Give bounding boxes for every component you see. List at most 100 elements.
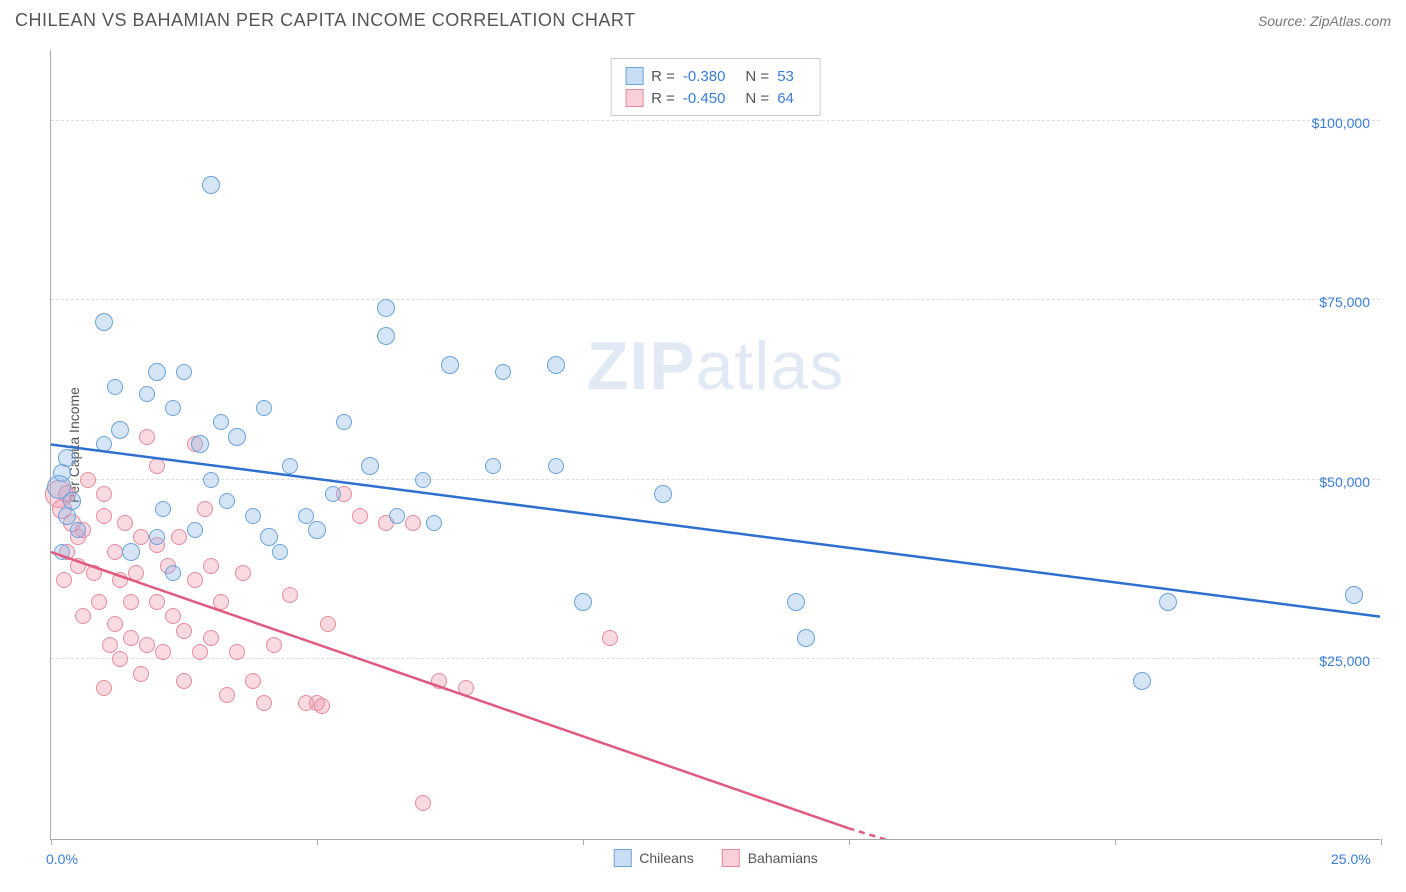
correlation-legend: R = -0.380 N = 53 R = -0.450 N = 64	[610, 58, 821, 116]
data-point	[282, 458, 298, 474]
data-point	[219, 493, 235, 509]
data-point	[112, 651, 128, 667]
x-tick	[317, 839, 318, 845]
chart-plot-area: Per Capita Income ZIPatlas $25,000$50,00…	[50, 50, 1380, 840]
data-point	[377, 299, 395, 317]
n-label: N =	[745, 90, 769, 107]
data-point	[133, 529, 149, 545]
data-point	[202, 176, 220, 194]
gridline	[51, 120, 1380, 121]
data-point	[441, 356, 459, 374]
watermark: ZIPatlas	[587, 327, 844, 405]
data-point	[548, 458, 564, 474]
x-tick-label: 0.0%	[46, 851, 78, 867]
data-point	[187, 522, 203, 538]
data-point	[122, 543, 140, 561]
data-point	[70, 558, 86, 574]
data-point	[361, 457, 379, 475]
data-point	[133, 666, 149, 682]
data-point	[176, 623, 192, 639]
data-point	[282, 587, 298, 603]
r-label: R =	[651, 90, 675, 107]
data-point	[187, 572, 203, 588]
n-value: 53	[777, 68, 794, 85]
data-point	[139, 386, 155, 402]
legend-row: R = -0.380 N = 53	[625, 65, 806, 87]
data-point	[149, 458, 165, 474]
data-point	[389, 508, 405, 524]
data-point	[111, 421, 129, 439]
n-value: 64	[777, 90, 794, 107]
data-point	[256, 695, 272, 711]
data-point	[112, 572, 128, 588]
data-point	[139, 429, 155, 445]
data-point	[197, 501, 213, 517]
data-point	[165, 565, 181, 581]
data-point	[107, 544, 123, 560]
data-point	[229, 644, 245, 660]
data-point	[654, 485, 672, 503]
data-point	[203, 472, 219, 488]
data-point	[95, 313, 113, 331]
data-point	[308, 521, 326, 539]
data-point	[203, 630, 219, 646]
data-point	[245, 508, 261, 524]
source-attribution: Source: ZipAtlas.com	[1258, 13, 1391, 29]
data-point	[219, 687, 235, 703]
data-point	[1159, 593, 1177, 611]
data-point	[1133, 672, 1151, 690]
data-point	[320, 616, 336, 632]
data-point	[415, 795, 431, 811]
data-point	[123, 630, 139, 646]
swatch-icon	[625, 89, 643, 107]
data-point	[128, 565, 144, 581]
x-tick	[1381, 839, 1382, 845]
data-point	[96, 436, 112, 452]
data-point	[176, 673, 192, 689]
data-point	[149, 529, 165, 545]
gridline	[51, 299, 1380, 300]
data-point	[272, 544, 288, 560]
swatch-icon	[625, 67, 643, 85]
data-point	[325, 486, 341, 502]
data-point	[70, 522, 86, 538]
trend-line	[51, 552, 848, 828]
data-point	[165, 608, 181, 624]
data-point	[797, 629, 815, 647]
data-point	[91, 594, 107, 610]
y-tick-label: $100,000	[1312, 115, 1370, 131]
data-point	[602, 630, 618, 646]
data-point	[431, 673, 447, 689]
y-tick-label: $75,000	[1319, 294, 1370, 310]
data-point	[192, 644, 208, 660]
data-point	[155, 501, 171, 517]
data-point	[458, 680, 474, 696]
data-point	[228, 428, 246, 446]
data-point	[1345, 586, 1363, 604]
data-point	[80, 472, 96, 488]
data-point	[213, 594, 229, 610]
legend-item: Chileans	[613, 849, 693, 867]
data-point	[787, 593, 805, 611]
n-label: N =	[745, 68, 769, 85]
data-point	[148, 363, 166, 381]
data-point	[75, 608, 91, 624]
data-point	[102, 637, 118, 653]
data-point	[266, 637, 282, 653]
swatch-icon	[722, 849, 740, 867]
data-point	[56, 572, 72, 588]
x-tick	[583, 839, 584, 845]
data-point	[171, 529, 187, 545]
legend-label: Bahamians	[748, 850, 818, 866]
legend-label: Chileans	[639, 850, 693, 866]
x-tick-label: 25.0%	[1331, 851, 1371, 867]
swatch-icon	[613, 849, 631, 867]
data-point	[123, 594, 139, 610]
y-tick-label: $50,000	[1319, 474, 1370, 490]
data-point	[155, 644, 171, 660]
data-point	[139, 637, 155, 653]
data-point	[495, 364, 511, 380]
data-point	[485, 458, 501, 474]
legend-row: R = -0.450 N = 64	[625, 87, 806, 109]
x-tick	[51, 839, 52, 845]
